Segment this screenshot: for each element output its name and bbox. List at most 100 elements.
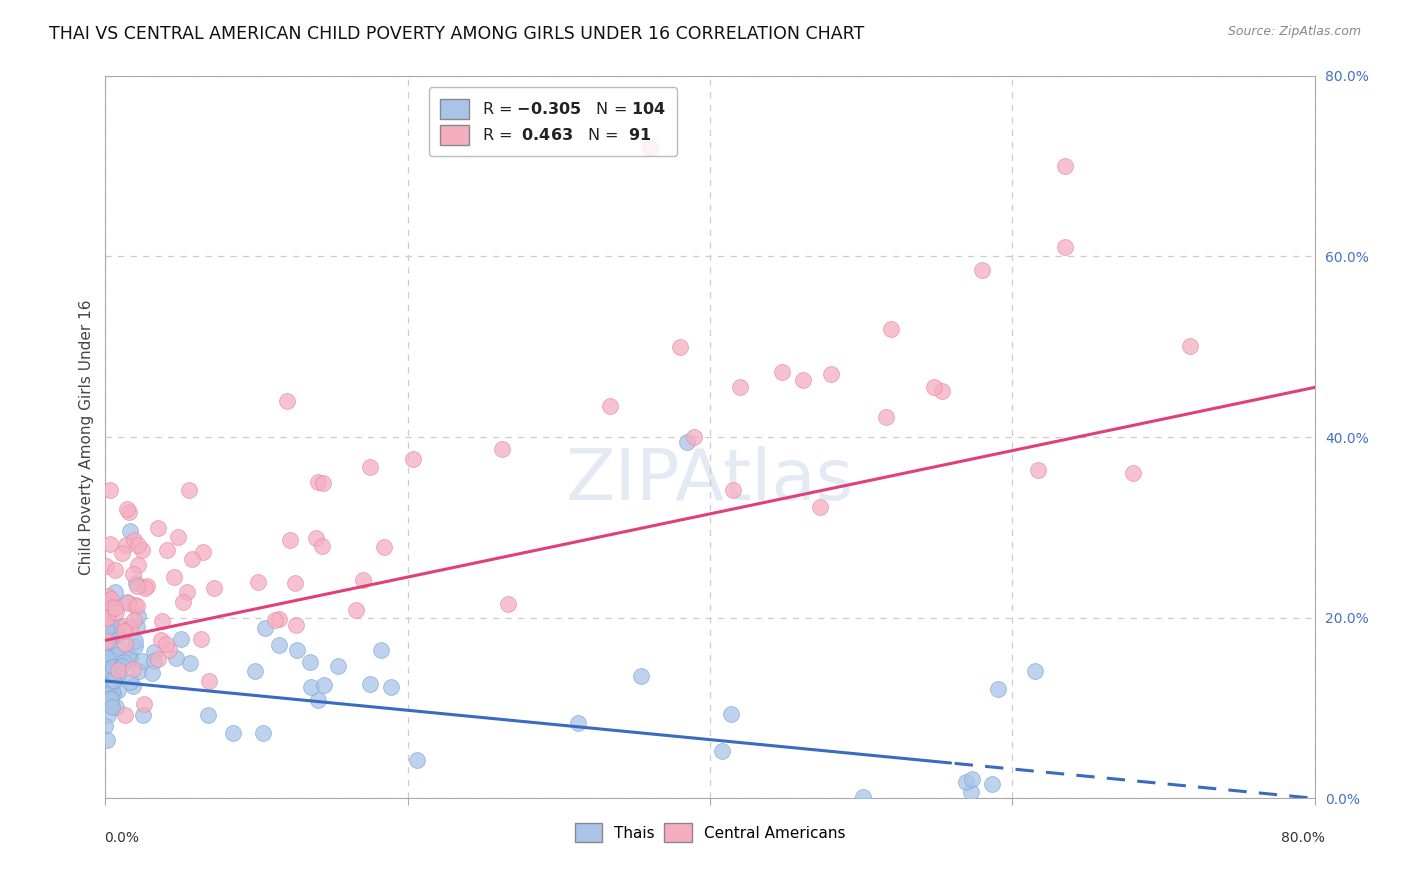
Point (104, 700, 127, 714)
Point (117, 596, 139, 610)
Point (101, 660, 124, 674)
Point (101, 683, 124, 698)
Point (100, 657, 122, 671)
Point (344, 603, 367, 617)
Point (101, 673, 124, 688)
Point (96, 662, 118, 676)
Point (922, 379, 945, 393)
Point (284, 618, 307, 632)
Point (122, 613, 145, 627)
Point (111, 658, 134, 673)
Point (599, 400, 621, 414)
Point (669, 340, 692, 354)
Point (311, 475, 333, 490)
Point (305, 531, 328, 545)
Point (131, 543, 153, 558)
Point (124, 634, 146, 648)
Point (1026, 463, 1049, 477)
Point (359, 677, 381, 691)
Point (104, 624, 127, 639)
Point (100, 597, 122, 611)
Point (101, 700, 124, 714)
Point (96, 611, 118, 625)
Point (157, 642, 180, 657)
Point (112, 655, 135, 669)
Text: 0.0%: 0.0% (104, 831, 139, 845)
Point (114, 708, 136, 723)
Point (852, 790, 875, 805)
Point (177, 483, 200, 498)
Point (1122, 466, 1144, 480)
Point (104, 585, 127, 599)
Point (101, 659, 124, 673)
Point (100, 600, 122, 615)
Point (955, 775, 977, 789)
Text: ZIPAtlas: ZIPAtlas (567, 446, 853, 515)
Y-axis label: Child Poverty Among Girls Under 16: Child Poverty Among Girls Under 16 (79, 300, 94, 574)
Point (98, 621, 121, 635)
Point (253, 621, 276, 635)
Point (312, 678, 335, 692)
Point (96, 679, 118, 693)
Point (134, 581, 156, 595)
Point (104, 601, 127, 615)
Point (134, 697, 156, 711)
Point (98, 680, 121, 694)
Point (792, 373, 814, 387)
Point (638, 141, 661, 155)
Point (198, 674, 221, 689)
Point (326, 659, 349, 673)
Point (94, 642, 117, 657)
Point (311, 539, 333, 553)
Point (720, 707, 742, 722)
Point (94, 719, 117, 733)
Point (299, 655, 322, 669)
Point (246, 575, 269, 590)
Point (127, 608, 149, 623)
Point (105, 624, 128, 639)
Point (118, 650, 141, 665)
Point (127, 558, 149, 572)
Point (1024, 665, 1046, 679)
Point (141, 665, 163, 680)
Point (165, 650, 187, 665)
Point (770, 365, 793, 379)
Point (100, 592, 122, 607)
Text: Source: ZipAtlas.com: Source: ZipAtlas.com (1227, 25, 1361, 38)
Point (269, 639, 291, 653)
Point (496, 597, 519, 611)
Point (970, 263, 993, 277)
Point (676, 434, 699, 449)
Point (810, 500, 832, 514)
Point (120, 524, 142, 538)
Point (103, 654, 125, 668)
Point (97, 657, 120, 671)
Point (96, 732, 118, 747)
Point (107, 669, 129, 683)
Point (101, 665, 124, 680)
Point (97, 679, 120, 693)
Point (103, 674, 125, 689)
Text: 80.0%: 80.0% (1281, 831, 1324, 845)
Point (267, 612, 290, 626)
Point (373, 540, 395, 554)
Point (276, 394, 298, 409)
Point (163, 569, 186, 583)
Point (190, 632, 212, 646)
Point (987, 681, 1010, 696)
Point (97, 609, 120, 624)
Point (150, 614, 173, 628)
Point (128, 664, 150, 678)
Point (118, 651, 141, 665)
Point (127, 538, 149, 552)
Point (278, 533, 301, 547)
Point (156, 542, 179, 557)
Point (103, 687, 125, 701)
Point (405, 753, 427, 767)
Point (299, 681, 322, 695)
Point (94, 622, 117, 636)
Point (122, 533, 145, 547)
Legend: Thais, Central Americans: Thais, Central Americans (568, 817, 852, 848)
Point (104, 654, 127, 668)
Point (120, 622, 142, 636)
